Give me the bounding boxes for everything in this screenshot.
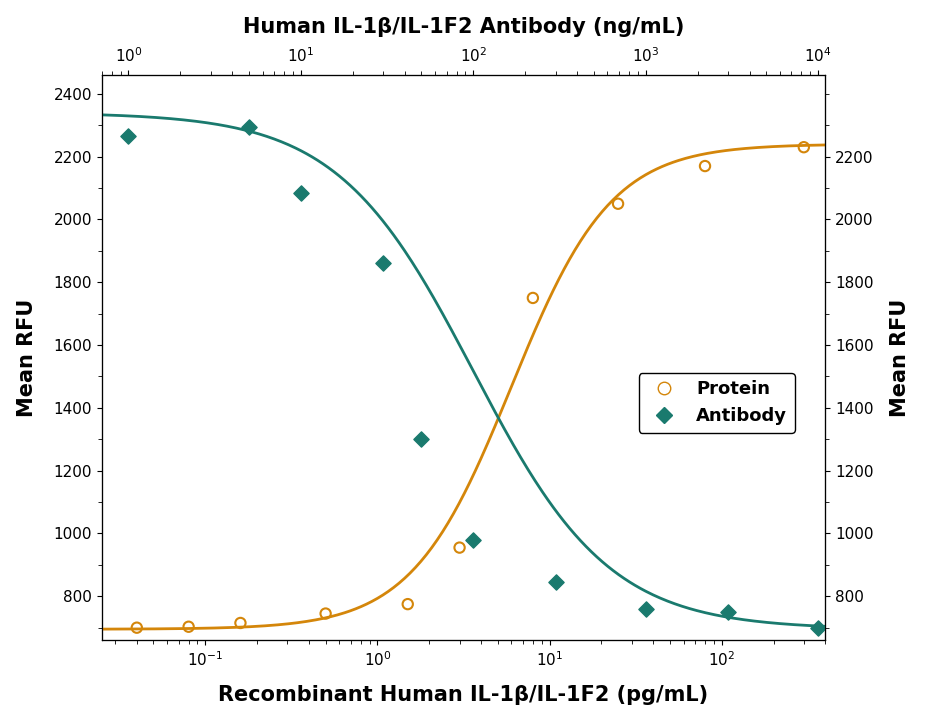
Point	[466, 534, 481, 546]
Point	[233, 617, 248, 629]
Point	[294, 187, 309, 199]
Point	[318, 608, 333, 619]
Legend: Protein, Antibody: Protein, Antibody	[639, 373, 794, 432]
Point	[375, 258, 390, 269]
Y-axis label: Mean RFU: Mean RFU	[890, 298, 910, 417]
Point	[548, 576, 563, 588]
Point	[414, 433, 429, 445]
Point	[611, 198, 626, 209]
X-axis label: Human IL-1β/IL-1F2 Antibody (ng/mL): Human IL-1β/IL-1F2 Antibody (ng/mL)	[243, 17, 684, 37]
Point	[70, 110, 84, 121]
Point	[130, 622, 145, 633]
Point	[452, 542, 467, 553]
Point	[181, 621, 196, 632]
Point	[400, 599, 415, 610]
Y-axis label: Mean RFU: Mean RFU	[17, 298, 37, 417]
Point	[526, 292, 540, 304]
Point	[811, 622, 826, 633]
Point	[698, 160, 713, 172]
Point	[242, 121, 257, 133]
Point	[639, 603, 654, 614]
X-axis label: Recombinant Human IL-1β/IL-1F2 (pg/mL): Recombinant Human IL-1β/IL-1F2 (pg/mL)	[219, 685, 708, 705]
Point	[121, 131, 136, 142]
Point	[720, 606, 735, 618]
Point	[796, 142, 811, 153]
